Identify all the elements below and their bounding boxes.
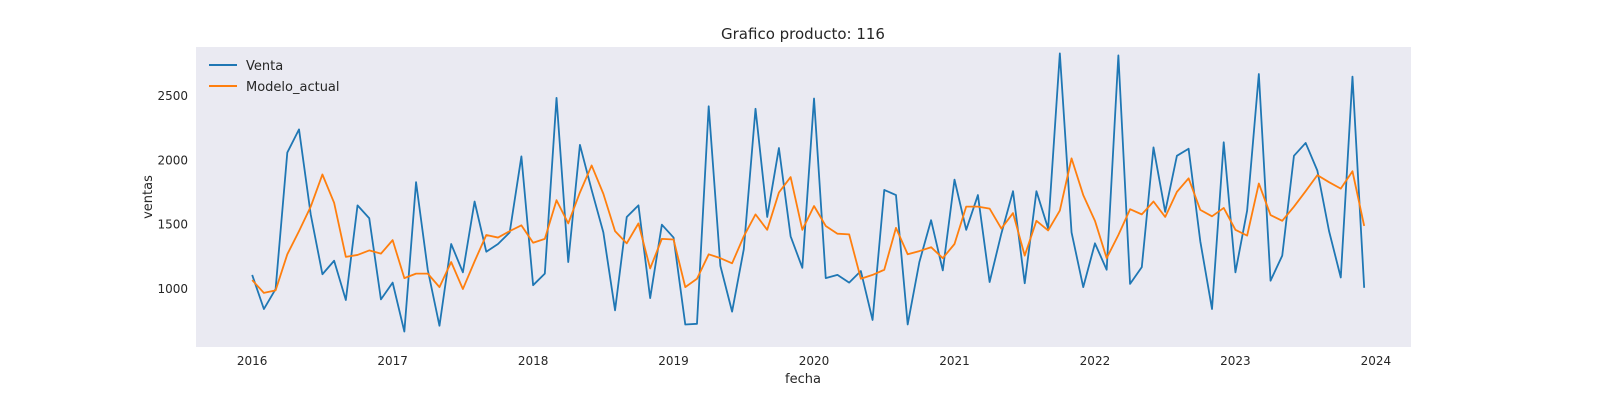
series-line-modelo-actual: [251, 157, 1366, 294]
y-tick-label: 2500: [157, 89, 188, 103]
series-line-venta: [251, 52, 1366, 333]
y-tick-label: 1500: [157, 218, 188, 232]
x-tick-label: 2024: [1361, 354, 1392, 368]
legend-label-modelo-actual: Modelo_actual: [246, 80, 340, 95]
x-tick-label: 2018: [518, 354, 549, 368]
x-tick-labels: 2016 2017 2018 2019 2020 2021 2022 2023 2024: [237, 354, 1391, 368]
x-tick-label: 2022: [1080, 354, 1111, 368]
series-layer: [251, 52, 1366, 333]
x-tick-label: 2020: [799, 354, 830, 368]
y-tick-labels: 1000 1500 2000 2500: [157, 89, 188, 296]
legend: Venta Modelo_actual: [209, 59, 340, 95]
x-tick-label: 2021: [939, 354, 970, 368]
y-tick-label: 1000: [157, 282, 188, 296]
plot-area: [196, 47, 1411, 347]
x-axis-label: fecha: [785, 372, 821, 387]
chart-title: Grafico producto: 116: [721, 25, 885, 43]
legend-label-venta: Venta: [246, 59, 283, 74]
x-tick-label: 2016: [237, 354, 268, 368]
y-axis-label: ventas: [141, 175, 156, 219]
y-tick-label: 2000: [157, 153, 188, 167]
x-tick-label: 2017: [377, 354, 408, 368]
x-tick-label: 2023: [1220, 354, 1251, 368]
x-tick-label: 2019: [658, 354, 689, 368]
